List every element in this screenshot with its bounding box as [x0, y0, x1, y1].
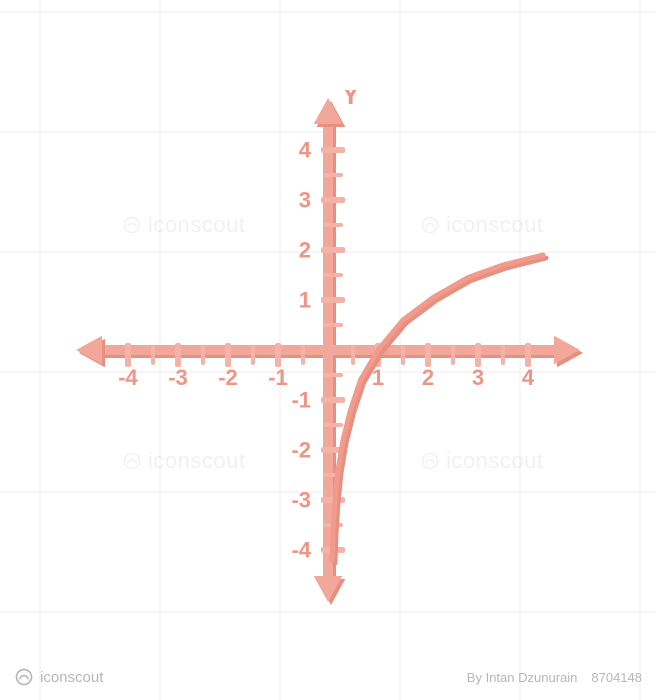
x-tick-label: -4: [118, 365, 138, 390]
y-tick-label: 4: [299, 138, 312, 163]
brand-block: iconscout: [14, 667, 103, 687]
y-tick-label: 1: [299, 288, 311, 313]
y-tick-label: 2: [299, 238, 311, 263]
y-tick-label: -4: [291, 538, 311, 563]
x-tick-label: 4: [522, 365, 535, 390]
x-tick-label: 2: [422, 365, 434, 390]
asset-id: 8704148: [591, 670, 642, 685]
x-tick-label: 3: [472, 365, 484, 390]
y-axis-arrow-up: [314, 98, 343, 124]
x-tick-label: -2: [218, 365, 238, 390]
brand-text: iconscout: [40, 669, 103, 686]
footer-bar: iconscout By Intan Dzunurain 8704148: [0, 656, 656, 700]
author-label: By Intan Dzunurain: [467, 670, 578, 685]
x-axis-arrow-left: [76, 336, 102, 365]
page-root: iconscouticonscouticonscouticonscout -4-…: [0, 0, 656, 700]
y-tick-label: -3: [291, 488, 311, 513]
chart-container: -4-3-2-11234-4-3-2-11234XY: [68, 90, 588, 610]
x-tick-label: -3: [168, 365, 188, 390]
y-tick-label: 3: [299, 188, 311, 213]
y-tick-label: -2: [291, 438, 311, 463]
x-tick-label: -1: [268, 365, 288, 390]
brand-icon: [14, 667, 34, 687]
logarithm-chart: -4-3-2-11234-4-3-2-11234XY: [68, 90, 588, 610]
footer-meta: By Intan Dzunurain 8704148: [467, 670, 642, 685]
y-axis-label: Y: [342, 90, 359, 110]
y-tick-label: -1: [291, 388, 311, 413]
